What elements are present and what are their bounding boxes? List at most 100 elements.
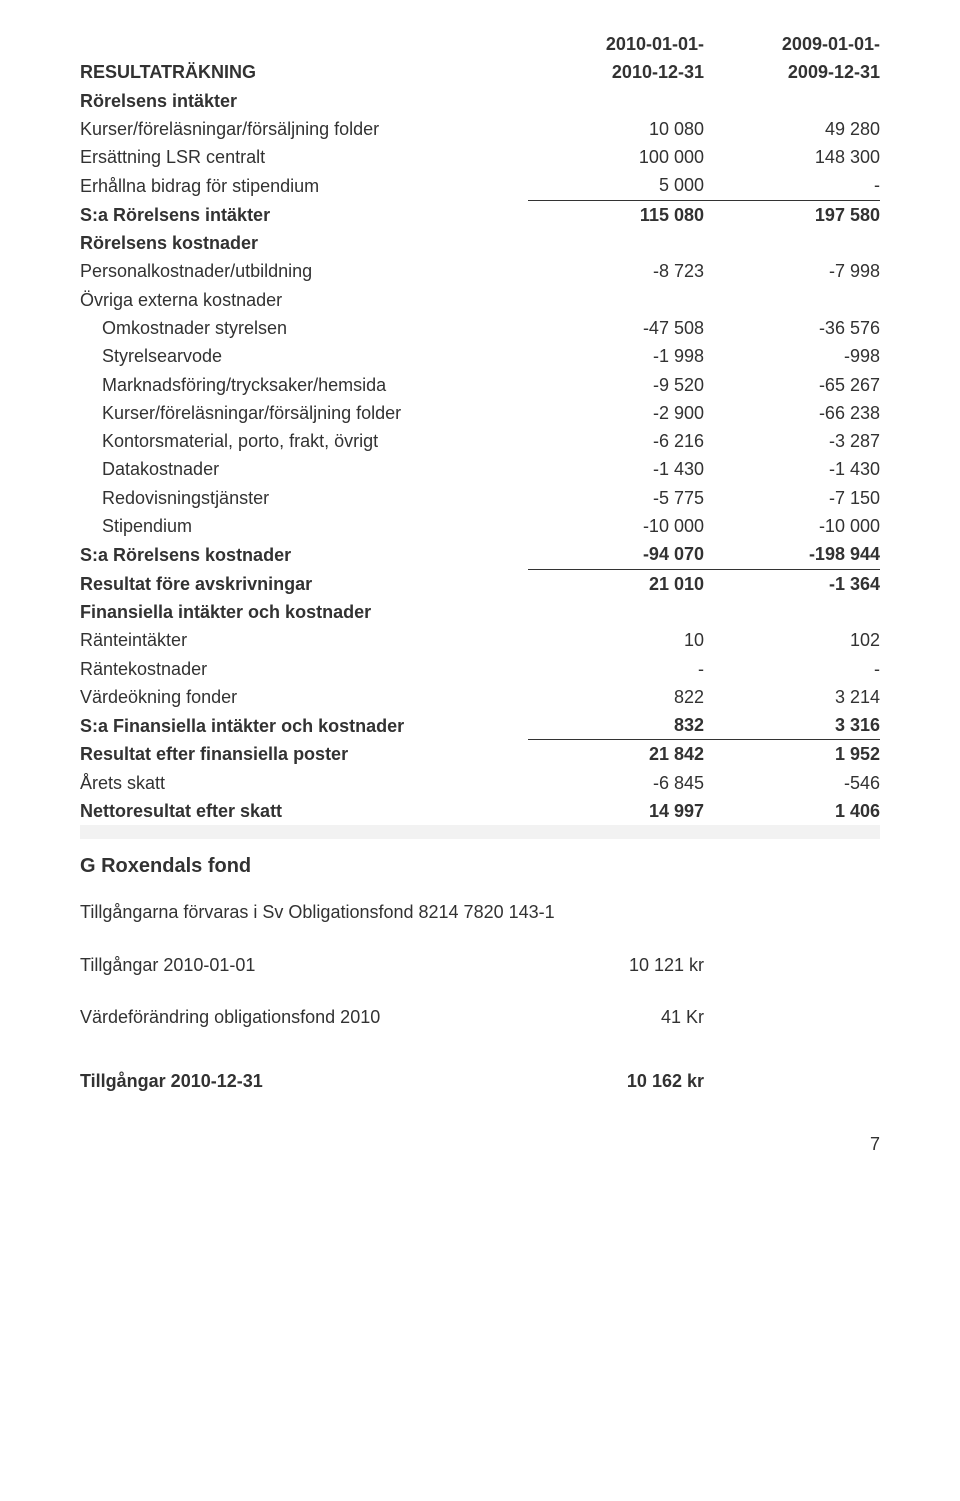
row-label: Ersättning LSR centralt	[80, 143, 528, 171]
finansiella-heading: Finansiella intäkter och kostnader	[80, 598, 528, 626]
income-statement-page: 2010-01-01- 2009-01-01- RESULTATRÄKNING …	[40, 0, 920, 1196]
income-statement-table: 2010-01-01- 2009-01-01- RESULTATRÄKNING …	[80, 30, 880, 839]
row-value: 21 842	[528, 740, 704, 769]
section-heading-row: Rörelsens kostnader	[80, 229, 880, 257]
table-row: Övriga externa kostnader	[80, 286, 880, 314]
fond-row: Tillgångar 2010-01-01 10 121 kr	[80, 953, 880, 977]
table-row: Årets skatt -6 845 -546	[80, 769, 880, 797]
row-label: Marknadsföring/trycksaker/hemsida	[80, 371, 528, 399]
sum-value: 3 316	[704, 711, 880, 740]
row-label: Nettoresultat efter skatt	[80, 797, 528, 825]
table-row: Datakostnader -1 430 -1 430	[80, 455, 880, 483]
table-row: Stipendium -10 000 -10 000	[80, 512, 880, 540]
sum-label: S:a Finansiella intäkter och kostnader	[80, 711, 528, 740]
row-label: Erhållna bidrag för stipendium	[80, 171, 528, 200]
row-value: -1 430	[704, 455, 880, 483]
row-value: 14 997	[528, 797, 704, 825]
period2-line2: 2009-12-31	[704, 58, 880, 86]
row-label: Värdeökning fonder	[80, 683, 528, 711]
fond-row-value: 41 Kr	[544, 1005, 704, 1029]
fond-row-label: Tillgångar 2010-12-31	[80, 1069, 544, 1093]
result-row: Nettoresultat efter skatt 14 997 1 406	[80, 797, 880, 825]
table-row: Styrelsearvode -1 998 -998	[80, 342, 880, 370]
header-row-1: 2010-01-01- 2009-01-01-	[80, 30, 880, 58]
row-label: Resultat före avskrivningar	[80, 569, 528, 598]
row-value: -8 723	[528, 257, 704, 285]
sum-row: S:a Rörelsens intäkter 115 080 197 580	[80, 200, 880, 229]
fond-heading: G Roxendals fond	[80, 853, 880, 880]
row-value: 822	[528, 683, 704, 711]
row-value: 10 080	[528, 115, 704, 143]
table-row: Personalkostnader/utbildning -8 723 -7 9…	[80, 257, 880, 285]
table-row: Erhållna bidrag för stipendium 5 000 -	[80, 171, 880, 200]
row-label: Resultat efter finansiella poster	[80, 740, 528, 769]
fond-row-value: 10 121 kr	[544, 953, 704, 977]
row-value: -	[528, 655, 704, 683]
row-value: -47 508	[528, 314, 704, 342]
table-row: Kurser/föreläsningar/försäljning folder …	[80, 399, 880, 427]
sum-value: -94 070	[528, 540, 704, 569]
row-value: -546	[704, 769, 880, 797]
section-heading-row: Rörelsens intäkter	[80, 87, 880, 115]
sum-value: 832	[528, 711, 704, 740]
externa-heading: Övriga externa kostnader	[80, 286, 528, 314]
page-title: RESULTATRÄKNING	[80, 58, 528, 86]
row-value: -2 900	[528, 399, 704, 427]
sum-value: 115 080	[528, 200, 704, 229]
divider-shaded	[80, 825, 880, 839]
row-value: -	[704, 171, 880, 200]
row-value: 100 000	[528, 143, 704, 171]
fond-row-label: Värdeförändring obligationsfond 2010	[80, 1005, 544, 1029]
table-row: Kurser/föreläsningar/försäljning folder …	[80, 115, 880, 143]
row-value: 21 010	[528, 569, 704, 598]
row-label: Räntekostnader	[80, 655, 528, 683]
table-row: Kontorsmaterial, porto, frakt, övrigt -6…	[80, 427, 880, 455]
row-value: -1 998	[528, 342, 704, 370]
row-label: Omkostnader styrelsen	[80, 314, 528, 342]
row-value: -6 216	[528, 427, 704, 455]
sum-row: S:a Rörelsens kostnader -94 070 -198 944	[80, 540, 880, 569]
row-value: -36 576	[704, 314, 880, 342]
row-label: Kurser/föreläsningar/försäljning folder	[80, 399, 528, 427]
row-value: -3 287	[704, 427, 880, 455]
sum-value: -198 944	[704, 540, 880, 569]
row-label: Personalkostnader/utbildning	[80, 257, 528, 285]
fond-row-value: 10 162 kr	[544, 1069, 704, 1093]
row-value: -7 998	[704, 257, 880, 285]
result-row: Resultat efter finansiella poster 21 842…	[80, 740, 880, 769]
period2-line1: 2009-01-01-	[704, 30, 880, 58]
table-row: Marknadsföring/trycksaker/hemsida -9 520…	[80, 371, 880, 399]
row-value: -10 000	[704, 512, 880, 540]
fond-row: Värdeförändring obligationsfond 2010 41 …	[80, 1005, 880, 1029]
row-label: Ränteintäkter	[80, 626, 528, 654]
sum-label: S:a Rörelsens kostnader	[80, 540, 528, 569]
table-row: Omkostnader styrelsen -47 508 -36 576	[80, 314, 880, 342]
section-heading-row: Finansiella intäkter och kostnader	[80, 598, 880, 626]
row-value: 49 280	[704, 115, 880, 143]
table-row: Ersättning LSR centralt 100 000 148 300	[80, 143, 880, 171]
table-row: Ränteintäkter 10 102	[80, 626, 880, 654]
kostnader-heading: Rörelsens kostnader	[80, 229, 528, 257]
table-row: Redovisningstjänster -5 775 -7 150	[80, 484, 880, 512]
row-value: -9 520	[528, 371, 704, 399]
sum-value: 197 580	[704, 200, 880, 229]
page-number: 7	[80, 1132, 880, 1156]
row-label: Redovisningstjänster	[80, 484, 528, 512]
row-value: -7 150	[704, 484, 880, 512]
row-value: -6 845	[528, 769, 704, 797]
row-value: 3 214	[704, 683, 880, 711]
row-value: -998	[704, 342, 880, 370]
row-value: 5 000	[528, 171, 704, 200]
result-row: Resultat före avskrivningar 21 010 -1 36…	[80, 569, 880, 598]
row-value: 148 300	[704, 143, 880, 171]
row-value: 102	[704, 626, 880, 654]
period1-line1: 2010-01-01-	[528, 30, 704, 58]
row-value: -66 238	[704, 399, 880, 427]
row-value: 1 952	[704, 740, 880, 769]
row-label: Årets skatt	[80, 769, 528, 797]
row-label: Kurser/föreläsningar/försäljning folder	[80, 115, 528, 143]
row-value: -10 000	[528, 512, 704, 540]
row-label: Styrelsearvode	[80, 342, 528, 370]
row-value: -1 430	[528, 455, 704, 483]
table-row: Värdeökning fonder 822 3 214	[80, 683, 880, 711]
